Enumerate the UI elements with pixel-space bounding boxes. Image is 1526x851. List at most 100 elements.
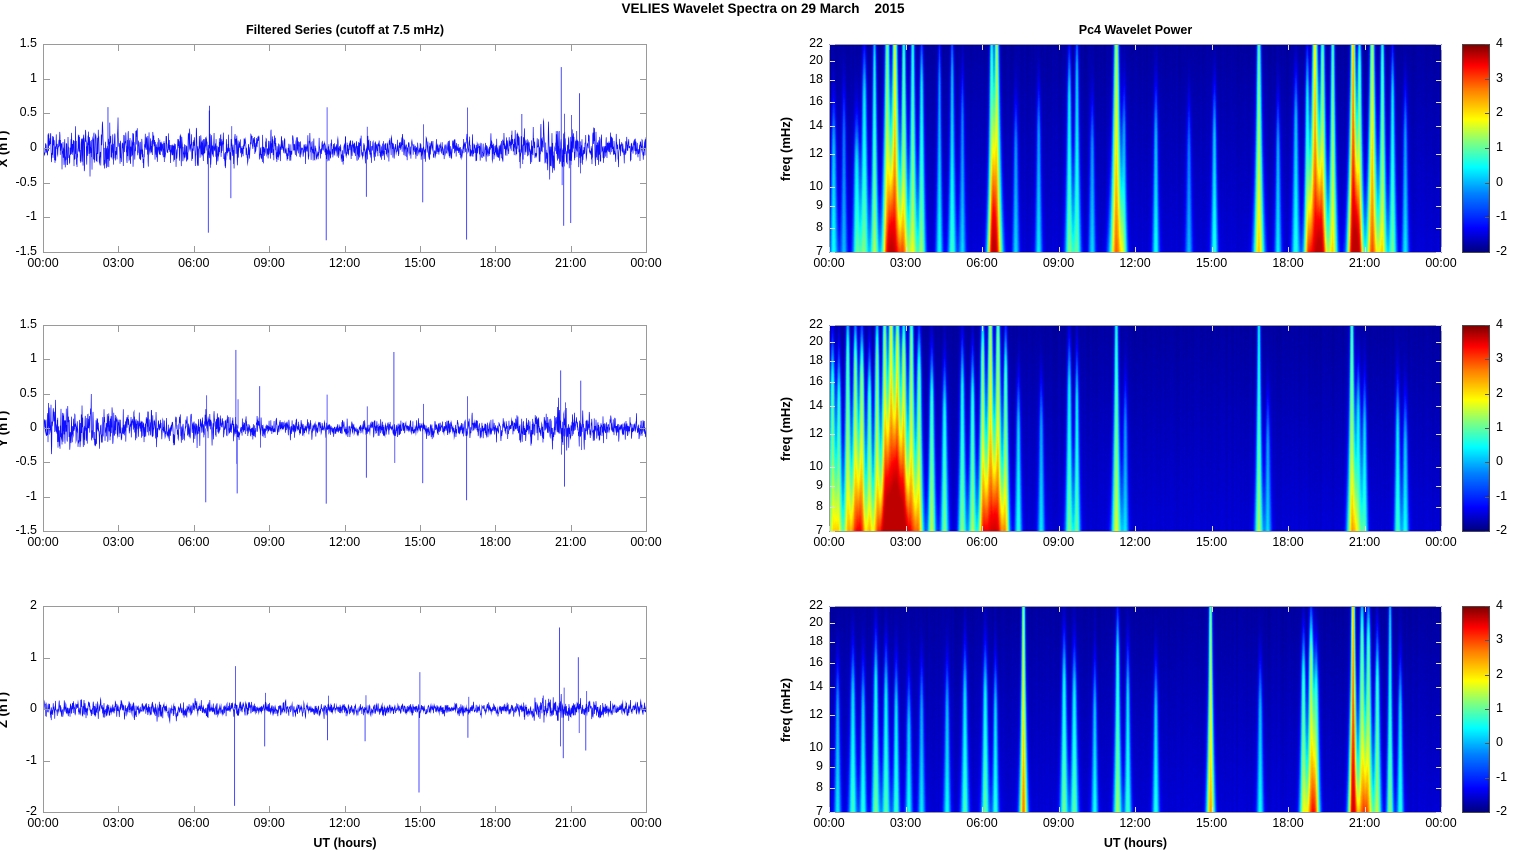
xtick-mark-top	[495, 607, 496, 613]
freq-tick-mark-right	[1436, 44, 1441, 45]
xtick-label: 15:00	[404, 256, 436, 270]
colorbar-tick-mark	[1485, 497, 1489, 498]
colorbar-tick-mark	[1485, 428, 1489, 429]
xtick-mark-spec-top	[1441, 45, 1442, 50]
series-x-plot	[44, 45, 646, 252]
freq-tick-mark-right	[1436, 687, 1441, 688]
freq-tick-mark	[830, 325, 835, 326]
freq-tick-mark	[830, 467, 835, 468]
ytick-mark	[44, 252, 50, 253]
xtick-mark-top	[420, 326, 421, 332]
xtick-label-spec: 00:00	[813, 816, 845, 830]
freq-tick-mark-right	[1436, 767, 1441, 768]
ytick-mark-right	[640, 531, 646, 532]
xtick-mark-spec-top	[906, 607, 907, 612]
freq-tick-mark-right	[1436, 663, 1441, 664]
xtick-mark	[495, 525, 496, 531]
colorbar-tick-label: 2	[1496, 105, 1503, 120]
ytick-mark-right	[640, 497, 646, 498]
freq-tick-mark	[830, 80, 835, 81]
xtick-mark-spec-top	[906, 326, 907, 331]
ytick-label: -0.5	[15, 454, 37, 469]
ytick-mark	[44, 183, 50, 184]
xtick-mark-spec-top	[982, 326, 983, 331]
axes-spectrogram-z	[829, 606, 1442, 813]
ytick-label: 0.5	[19, 105, 37, 120]
freq-tick-mark	[830, 126, 835, 127]
ytick-mark-right	[640, 709, 646, 710]
spectrogram-z-plot	[830, 607, 1441, 812]
xtick-mark-top	[118, 326, 119, 332]
xtick-label: 00:00	[27, 256, 59, 270]
xtick-mark-spec	[1365, 247, 1366, 252]
ytick-label: 1.5	[19, 36, 37, 50]
freq-tick-mark-right	[1436, 252, 1441, 253]
xtick-mark-spec-top	[906, 45, 907, 50]
freq-tick-mark-right	[1436, 325, 1441, 326]
ytick-mark-right	[640, 44, 646, 45]
xtick-mark-top	[43, 45, 44, 51]
xtick-mark-top	[345, 45, 346, 51]
xtick-mark	[194, 246, 195, 252]
xtick-label: 15:00	[404, 535, 436, 549]
xtick-mark-spec	[1288, 807, 1289, 812]
xtick-mark-spec	[906, 526, 907, 531]
ytick-mark-right	[640, 394, 646, 395]
freq-tick-label: 10	[809, 458, 823, 473]
xtick-label: 06:00	[178, 816, 210, 830]
freq-tick-label: 12	[809, 426, 823, 441]
xtick-mark	[118, 246, 119, 252]
freq-tick-mark-right	[1436, 507, 1441, 508]
xtick-mark-top	[495, 45, 496, 51]
ytick-mark	[44, 148, 50, 149]
xtick-mark-spec-top	[829, 326, 830, 331]
freq-tick-mark	[830, 342, 835, 343]
freq-tick-mark	[830, 187, 835, 188]
xtick-label: 00:00	[27, 816, 59, 830]
colorbar-tick-mark	[1485, 606, 1489, 607]
colorbar-tick-mark	[1485, 148, 1489, 149]
freq-tick-mark	[830, 361, 835, 362]
freq-tick-label: 7	[816, 244, 823, 258]
xtick-mark-spec-top	[1288, 45, 1289, 50]
xtick-mark-spec-top	[1441, 326, 1442, 331]
xtick-label: 09:00	[253, 535, 285, 549]
xtick-mark-spec	[982, 807, 983, 812]
xtick-label: 12:00	[328, 816, 361, 830]
xtick-mark	[420, 525, 421, 531]
freq-tick-label: 10	[809, 739, 823, 754]
freq-tick-label: 7	[816, 804, 823, 818]
xtick-mark-spec-top	[1135, 326, 1136, 331]
colorbar-tick-label: 0	[1496, 174, 1503, 189]
colorbar-tick-label: 3	[1496, 351, 1503, 366]
xtick-mark-spec	[1441, 807, 1442, 812]
xtick-label-spec: 09:00	[1042, 816, 1075, 830]
freq-tick-label: 8	[816, 498, 823, 513]
xtick-mark-spec-top	[1135, 607, 1136, 612]
xtick-mark-top	[269, 45, 270, 51]
xtick-label: 18:00	[479, 256, 511, 270]
xtick-mark-spec-top	[1059, 326, 1060, 331]
freq-tick-mark	[830, 434, 835, 435]
axes-series-x	[43, 44, 647, 253]
freq-tick-label: 8	[816, 779, 823, 794]
xtick-label: 03:00	[102, 816, 135, 830]
ytick-mark	[44, 325, 50, 326]
xtick-label: 00:00	[27, 535, 59, 549]
xlabel-left: UT (hours)	[313, 836, 377, 850]
freq-tick-mark-right	[1436, 642, 1441, 643]
colorbar-tick-mark	[1485, 325, 1489, 326]
spectrogram-x-plot	[830, 45, 1441, 252]
xtick-label: 00:00	[630, 256, 662, 270]
xtick-mark-top	[420, 45, 421, 51]
xtick-label-spec: 21:00	[1348, 535, 1381, 549]
ytick-mark-right	[640, 252, 646, 253]
colorbar-tick-label: 4	[1496, 317, 1503, 331]
right-panel-title: Pc4 Wavelet Power	[1078, 23, 1193, 37]
colorbar-tick-label: 2	[1496, 666, 1503, 681]
freq-tick-mark-right	[1436, 486, 1441, 487]
xtick-mark	[646, 525, 647, 531]
xtick-mark-spec	[1059, 247, 1060, 252]
colorbar-tick-mark	[1485, 79, 1489, 80]
